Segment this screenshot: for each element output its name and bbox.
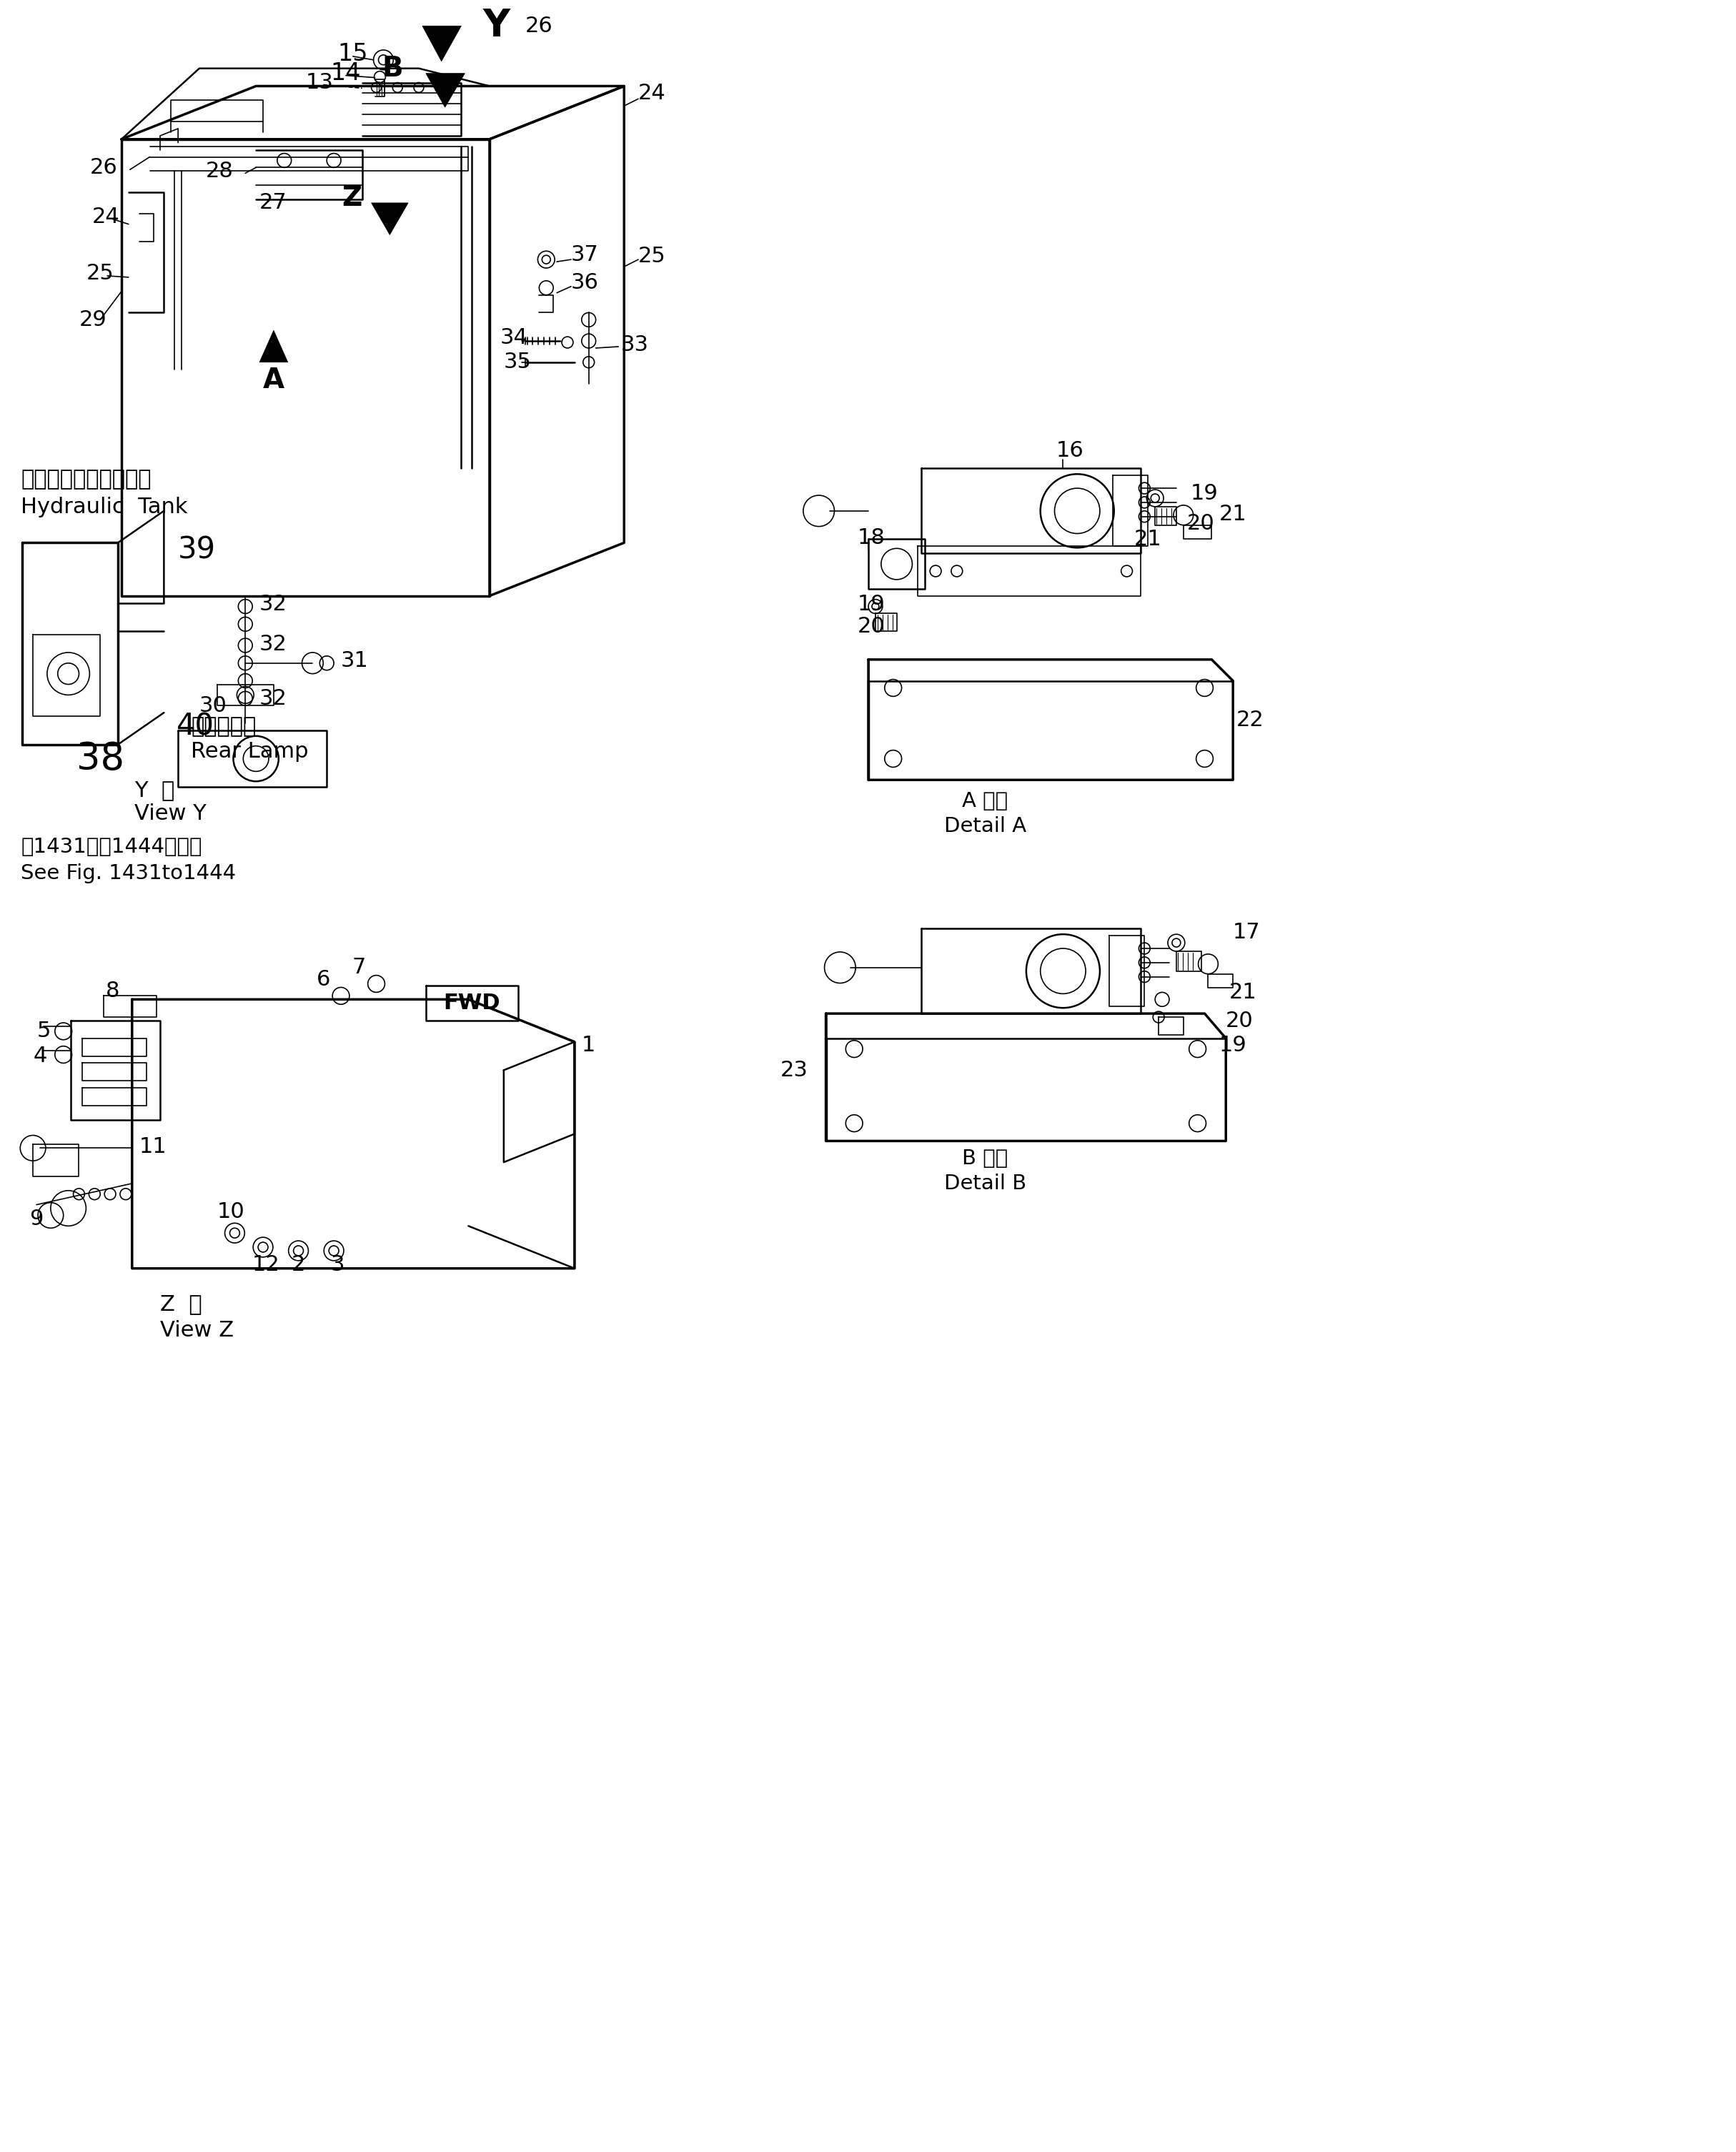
Text: 28: 28 (205, 161, 233, 181)
Text: Z: Z (342, 185, 363, 211)
Text: 21: 21 (1229, 981, 1257, 1003)
Text: Y  視: Y 視 (134, 781, 174, 801)
Text: 31: 31 (340, 650, 368, 671)
Text: 11: 11 (139, 1136, 167, 1158)
Text: 24: 24 (639, 82, 667, 103)
Text: 21: 21 (1134, 529, 1161, 549)
Text: 7: 7 (352, 958, 366, 977)
Text: 35: 35 (503, 351, 531, 372)
Polygon shape (372, 202, 408, 235)
Text: 1: 1 (582, 1035, 595, 1057)
Text: Hydraulic  Tank: Hydraulic Tank (21, 497, 187, 519)
Text: 8: 8 (106, 981, 120, 1001)
Text: 39: 39 (179, 536, 215, 564)
Text: 12: 12 (252, 1255, 279, 1276)
Text: 9: 9 (30, 1209, 43, 1229)
Text: 2: 2 (292, 1255, 306, 1276)
Text: 19: 19 (1191, 482, 1219, 504)
Text: 3: 3 (330, 1255, 344, 1276)
Text: Detail B: Detail B (944, 1173, 1026, 1194)
Text: 29: 29 (78, 310, 106, 329)
Text: 19: 19 (858, 594, 885, 615)
Text: 26: 26 (524, 15, 552, 37)
Text: 36: 36 (571, 273, 599, 293)
Text: 20: 20 (858, 615, 885, 637)
Polygon shape (422, 26, 462, 60)
Text: See Fig. 1431to1444: See Fig. 1431to1444 (21, 863, 236, 882)
Text: Detail A: Detail A (944, 816, 1026, 835)
Text: Z  視: Z 視 (160, 1293, 203, 1315)
Polygon shape (425, 73, 465, 108)
Text: 32: 32 (259, 594, 286, 615)
Text: FWD: FWD (443, 992, 500, 1014)
Text: Y: Y (483, 6, 510, 45)
Text: 25: 25 (639, 245, 667, 267)
Text: リアランプ: リアランプ (191, 717, 255, 738)
Text: 38: 38 (76, 740, 125, 777)
Polygon shape (259, 331, 288, 362)
Text: 27: 27 (259, 192, 286, 213)
Text: 5: 5 (36, 1020, 50, 1042)
Text: 33: 33 (620, 334, 649, 355)
Text: View Z: View Z (160, 1321, 234, 1341)
Text: A 詳細: A 詳細 (962, 792, 1009, 811)
Text: 15: 15 (337, 43, 368, 67)
Text: 21: 21 (1219, 504, 1246, 525)
Text: 23: 23 (781, 1059, 809, 1080)
Text: 6: 6 (316, 968, 330, 990)
Text: 40: 40 (177, 712, 215, 742)
Text: 10: 10 (217, 1201, 245, 1222)
Text: 26: 26 (90, 157, 118, 179)
Text: 18: 18 (858, 527, 885, 549)
Text: 19: 19 (1219, 1035, 1246, 1057)
Text: 32: 32 (259, 689, 286, 708)
Text: 32: 32 (259, 633, 286, 654)
Text: 16: 16 (1055, 441, 1083, 461)
Text: 20: 20 (1226, 1009, 1253, 1031)
Text: ハイドロリックタンク: ハイドロリックタンク (21, 469, 151, 489)
Text: 24: 24 (92, 207, 120, 228)
Text: 第1431から1444図参照: 第1431から1444図参照 (21, 837, 201, 856)
Text: 13: 13 (306, 73, 333, 93)
Text: A: A (262, 366, 285, 394)
Text: 17: 17 (1233, 921, 1260, 943)
Text: 14: 14 (330, 62, 361, 86)
Text: 30: 30 (200, 695, 227, 717)
Text: B: B (382, 54, 403, 82)
Text: 37: 37 (571, 243, 599, 265)
Text: View Y: View Y (134, 803, 207, 824)
Text: B 詳細: B 詳細 (962, 1149, 1009, 1169)
Text: 34: 34 (500, 327, 528, 349)
Text: 20: 20 (1187, 514, 1215, 534)
Text: 4: 4 (33, 1046, 47, 1067)
Text: 25: 25 (87, 263, 115, 284)
Text: 22: 22 (1236, 710, 1264, 730)
Text: Rear Lamp: Rear Lamp (191, 740, 309, 762)
